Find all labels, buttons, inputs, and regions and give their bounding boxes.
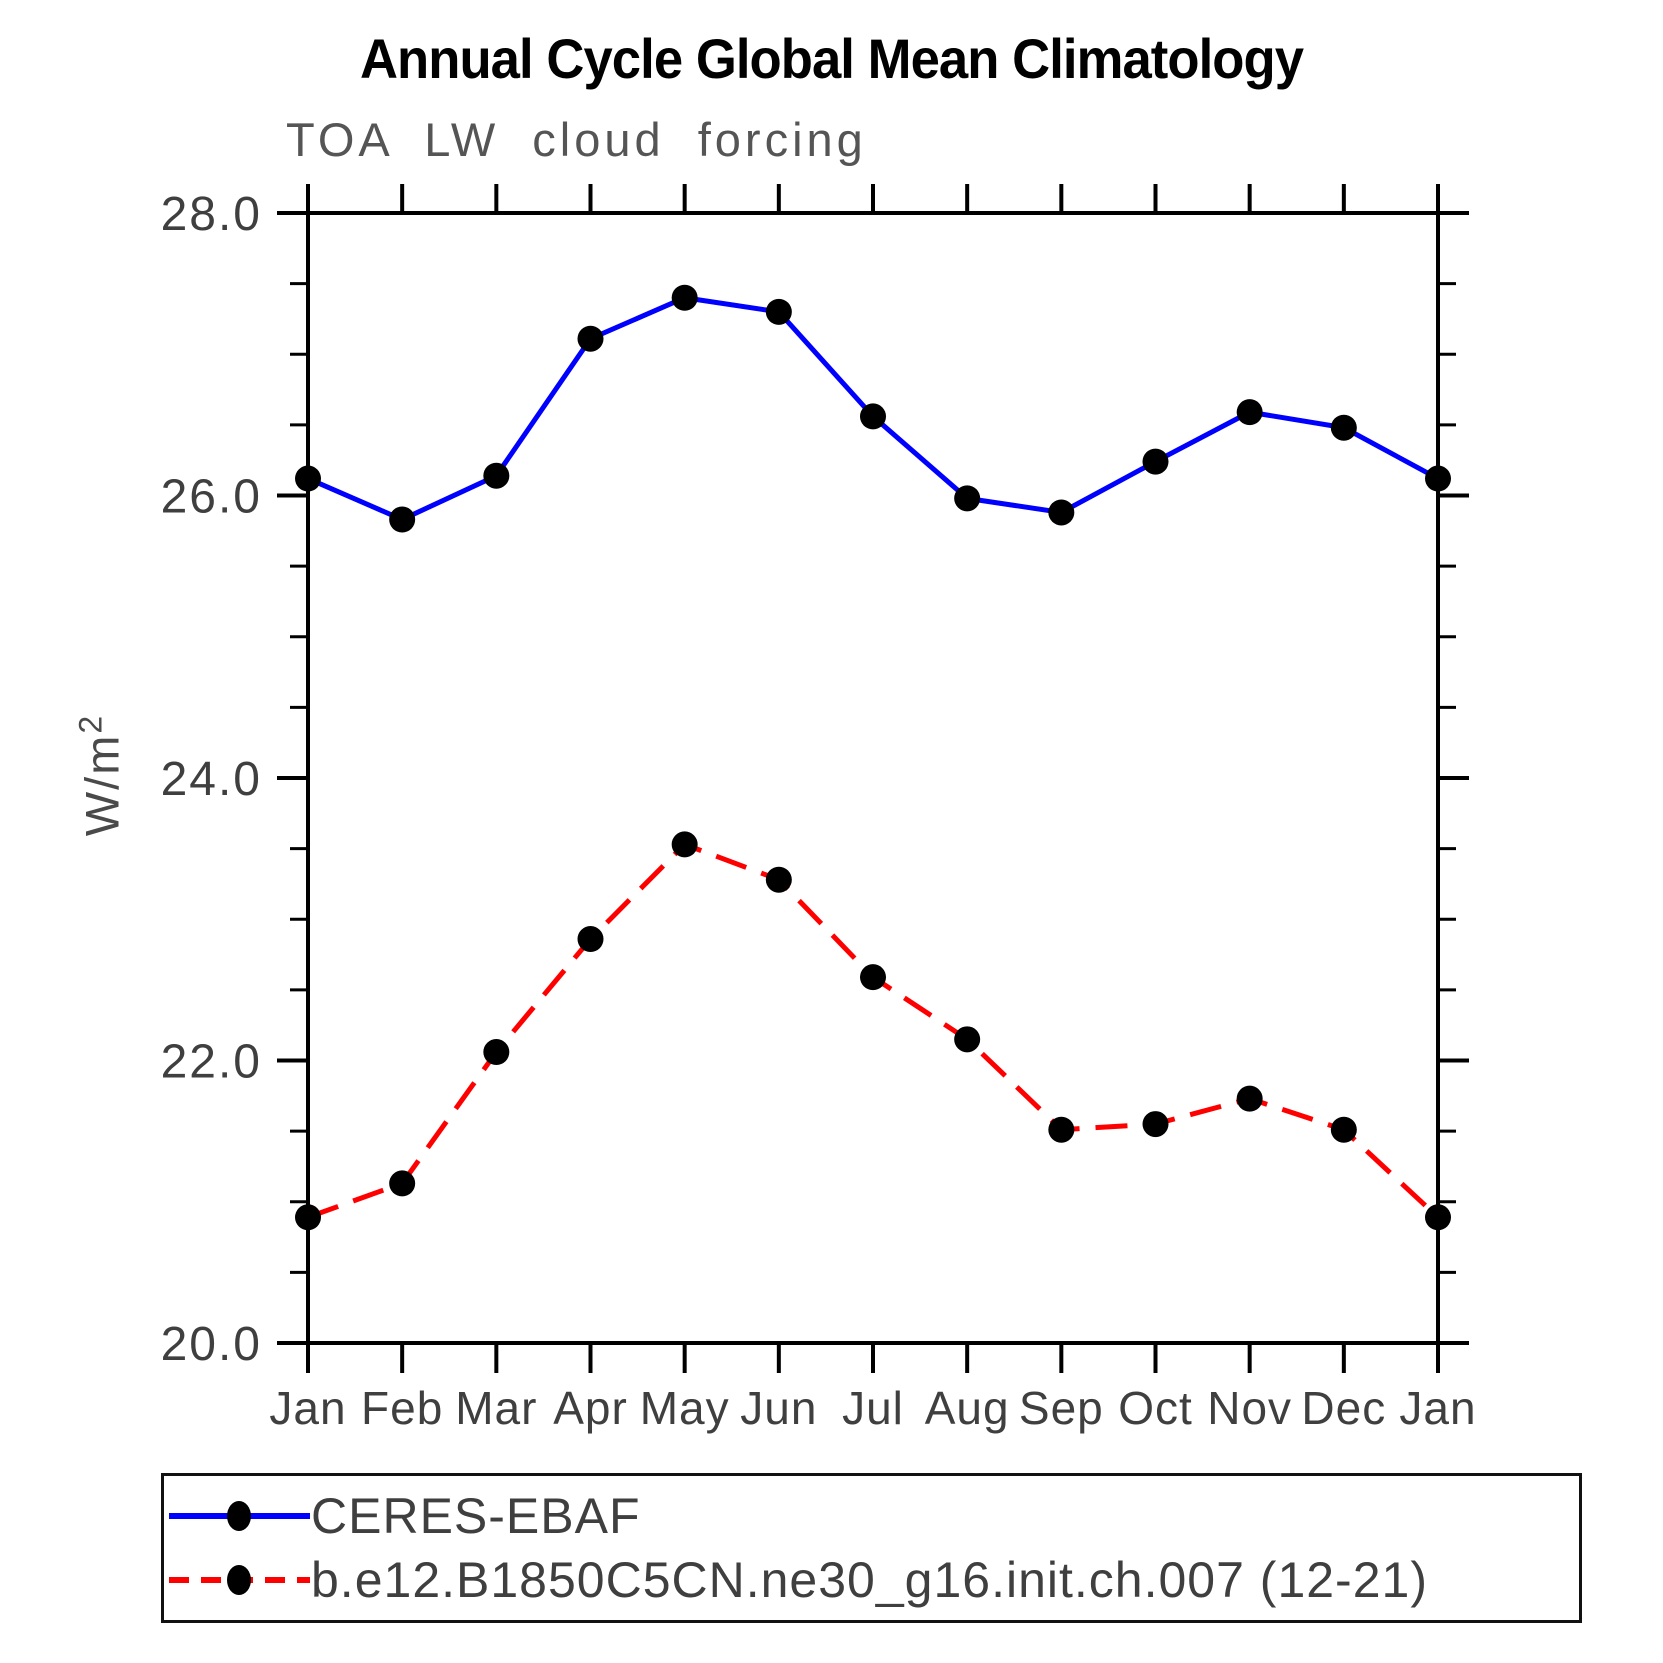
data-point [295, 1204, 321, 1231]
y-tick-label: 24.0 [161, 753, 262, 806]
data-point [860, 403, 886, 430]
data-point [954, 1026, 981, 1053]
x-tick-label: Nov [1207, 1382, 1292, 1434]
data-point [1048, 1116, 1075, 1143]
data-point [577, 325, 604, 352]
y-tick-label: 22.0 [161, 1036, 262, 1089]
series-line-model [307, 841, 1440, 1220]
y-tick-label: 26.0 [161, 471, 262, 524]
x-tick-label: May [640, 1382, 730, 1434]
data-point [483, 462, 510, 489]
chart-subtitle: TOA LW cloud forcing [286, 113, 867, 166]
data-point [1330, 414, 1357, 441]
data-point [1048, 499, 1075, 526]
data-point [483, 1039, 510, 1066]
x-tick-label: Jan [1399, 1382, 1476, 1434]
y-tick-label: 20.0 [161, 1318, 262, 1371]
data-point [860, 964, 886, 991]
x-tick-label: Jun [740, 1382, 817, 1434]
data-point [1142, 1111, 1169, 1138]
data-point [1425, 1204, 1451, 1231]
x-tick-label: Apr [553, 1382, 628, 1434]
x-tick-label: Aug [925, 1382, 1010, 1434]
data-point [765, 298, 792, 325]
legend: CERES-EBAF b.e12.B1850C5CN.ne30_g16.init… [161, 1473, 1582, 1623]
legend-dot-icon [227, 1565, 251, 1595]
x-tick-label: Feb [361, 1382, 443, 1434]
data-point [577, 926, 604, 953]
legend-dot-icon [227, 1501, 251, 1531]
x-tick-label: Mar [455, 1382, 537, 1434]
data-point [1330, 1116, 1357, 1143]
data-point [954, 485, 981, 512]
data-point [1236, 399, 1263, 426]
x-tick-label: Oct [1118, 1382, 1193, 1434]
legend-label-observation: CERES-EBAF [311, 1488, 641, 1544]
data-point [1236, 1085, 1263, 1112]
legend-entry-ceres-ebaf: CERES-EBAF [168, 1488, 641, 1544]
legend-label-model: b.e12.B1850C5CN.ne30_g16.init.ch.007 (12… [311, 1552, 1428, 1608]
x-tick-label: Dec [1301, 1382, 1386, 1434]
legend-entry-model: b.e12.B1850C5CN.ne30_g16.init.ch.007 (12… [168, 1552, 1428, 1608]
x-tick-label: Sep [1019, 1382, 1104, 1434]
x-tick-label: Jul [842, 1382, 904, 1434]
data-point [389, 1170, 416, 1197]
data-point [671, 831, 698, 858]
chart-title: Annual Cycle Global Mean Climatology [359, 27, 1304, 90]
axis-box [306, 211, 1440, 1345]
data-point [671, 284, 698, 311]
legend-marker-solid-line [169, 1501, 310, 1531]
legend-marker-dashed-line [169, 1565, 310, 1595]
data-point [1425, 465, 1451, 492]
data-point [765, 866, 792, 893]
data-point [1142, 448, 1169, 475]
x-tick-label: Jan [269, 1382, 346, 1434]
data-point [295, 465, 321, 492]
data-point [389, 506, 416, 533]
y-tick-label: 28.0 [161, 188, 262, 241]
